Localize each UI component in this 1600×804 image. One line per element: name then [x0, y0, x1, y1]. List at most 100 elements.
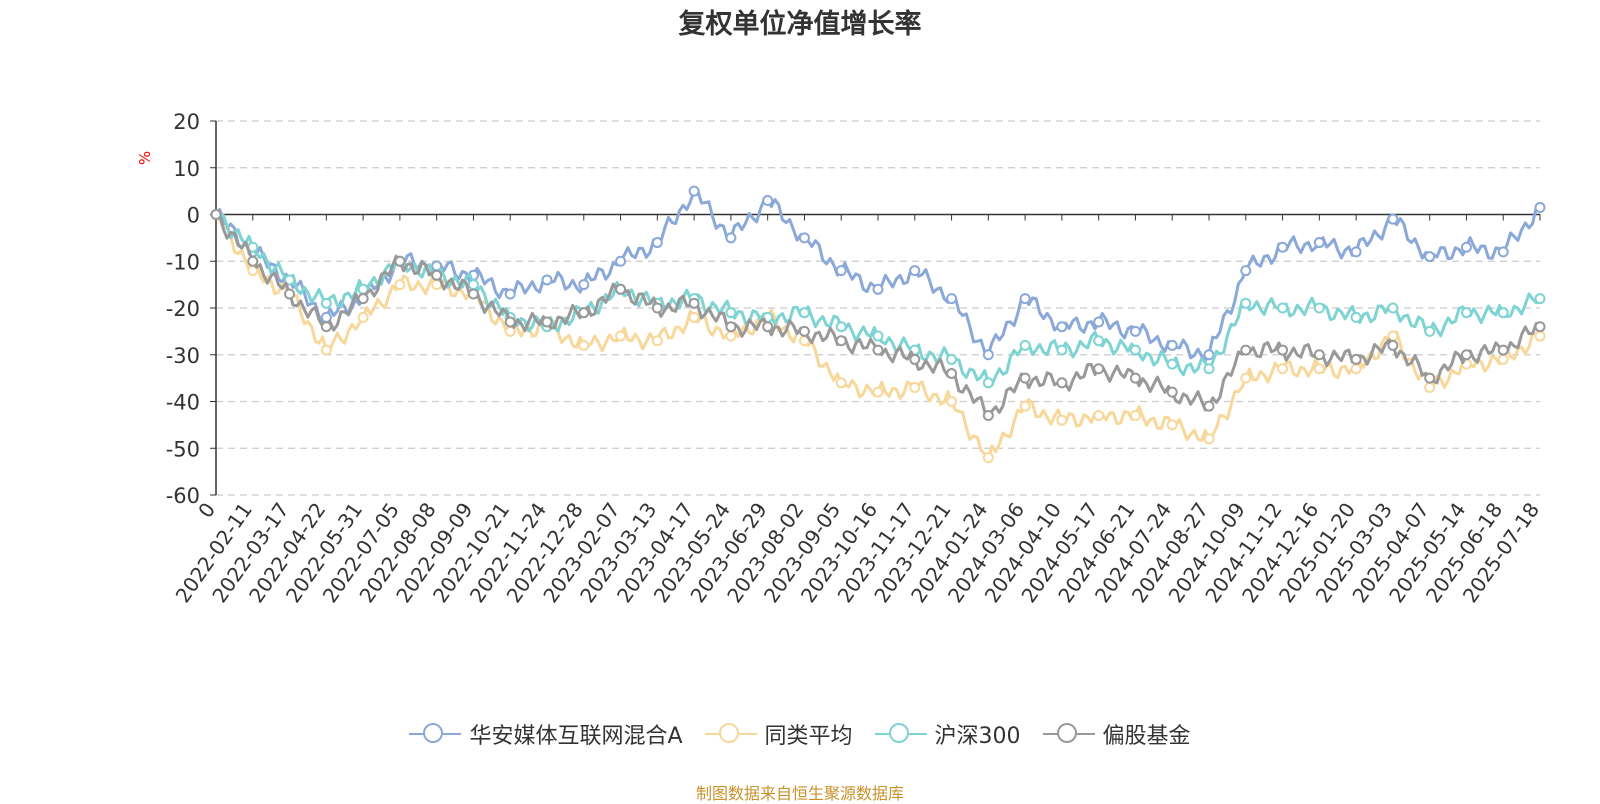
legend-swatch-icon [874, 722, 927, 746]
data-point [1129, 372, 1141, 384]
data-point [615, 255, 627, 267]
data-point [1019, 339, 1031, 351]
data-point [394, 279, 406, 291]
data-point [835, 377, 847, 389]
data-point [1277, 363, 1289, 375]
legend-label: 偏股基金 [1102, 724, 1191, 749]
data-point [872, 283, 884, 295]
data-point [615, 283, 627, 295]
data-point [1166, 386, 1178, 398]
data-point [909, 353, 921, 365]
data-point [357, 311, 369, 323]
y-tick-label: 0 [187, 204, 200, 228]
data-point [394, 255, 406, 267]
y-tick-label: -20 [166, 297, 200, 321]
data-point [872, 344, 884, 356]
y-tick-label: -40 [166, 391, 200, 415]
y-tick-label: -10 [166, 250, 200, 274]
data-point [1460, 307, 1472, 319]
data-point [1166, 339, 1178, 351]
data-point [725, 232, 737, 244]
data-point [1093, 335, 1105, 347]
y-tick-label: 20 [173, 110, 200, 134]
data-point [1497, 307, 1509, 319]
data-point [578, 339, 590, 351]
legend-item[interactable]: 偏股基金 [1042, 718, 1191, 750]
data-point [1534, 293, 1546, 305]
y-tick-label: -60 [166, 484, 200, 508]
data-point [320, 344, 332, 356]
data-point [1387, 213, 1399, 225]
y-tick-label: -30 [166, 344, 200, 368]
data-point [1350, 246, 1362, 258]
data-point [1424, 372, 1436, 384]
legend-label: 华安媒体互联网混合A [469, 724, 683, 749]
data-point [1019, 293, 1031, 305]
data-point [1350, 311, 1362, 323]
data-point [1277, 302, 1289, 314]
data-point [982, 410, 994, 422]
data-point [1203, 363, 1215, 375]
data-point [762, 321, 774, 333]
data-point [725, 307, 737, 319]
data-point [1056, 377, 1068, 389]
data-point [1056, 414, 1068, 426]
data-point [1313, 349, 1325, 361]
legend-swatch-icon [704, 722, 757, 746]
data-point [688, 297, 700, 309]
data-point [1056, 344, 1068, 356]
data-point [946, 293, 958, 305]
x-tick-label: 0 [193, 498, 220, 522]
data-point [1350, 363, 1362, 375]
data-point [1129, 410, 1141, 422]
data-point [1240, 265, 1252, 277]
data-point [909, 265, 921, 277]
data-point [1277, 241, 1289, 253]
data-point [1019, 400, 1031, 412]
data-point [467, 279, 479, 291]
data-point [1313, 237, 1325, 249]
data-point [1387, 339, 1399, 351]
data-point [835, 265, 847, 277]
data-point [1460, 349, 1472, 361]
data-point [615, 330, 627, 342]
data-point [320, 297, 332, 309]
data-point [247, 255, 259, 267]
data-point [762, 194, 774, 206]
grid-layer [216, 120, 1540, 496]
legend-item[interactable]: 华安媒体互联网混合A [409, 718, 683, 750]
data-point [1534, 330, 1546, 342]
data-point [284, 274, 296, 286]
data-point [725, 330, 737, 342]
legend-item[interactable]: 沪深300 [874, 718, 1021, 750]
data-point [1129, 325, 1141, 337]
data-point [1093, 363, 1105, 375]
data-point [1203, 400, 1215, 412]
data-point [1093, 410, 1105, 422]
data-point [1497, 353, 1509, 365]
data-point [1534, 321, 1546, 333]
data-point [982, 349, 994, 361]
data-point [872, 386, 884, 398]
data-point [284, 288, 296, 300]
data-point [982, 452, 994, 464]
series-layer [210, 185, 1546, 464]
legend-swatch-icon [409, 722, 462, 746]
data-point [504, 316, 516, 328]
data-point [946, 396, 958, 407]
data-point [1166, 358, 1178, 370]
data-point [1203, 433, 1215, 445]
data-point [1460, 241, 1472, 253]
data-point [504, 288, 516, 300]
legend: 华安媒体互联网混合A 同类平均 沪深300 偏股基金 [0, 718, 1600, 750]
data-point [982, 377, 994, 389]
legend-item[interactable]: 同类平均 [704, 718, 853, 750]
data-point [1497, 246, 1509, 258]
data-point [1313, 302, 1325, 314]
data-point [1313, 363, 1325, 375]
data-point [541, 316, 553, 328]
data-point [1424, 251, 1436, 263]
data-point [688, 311, 700, 323]
